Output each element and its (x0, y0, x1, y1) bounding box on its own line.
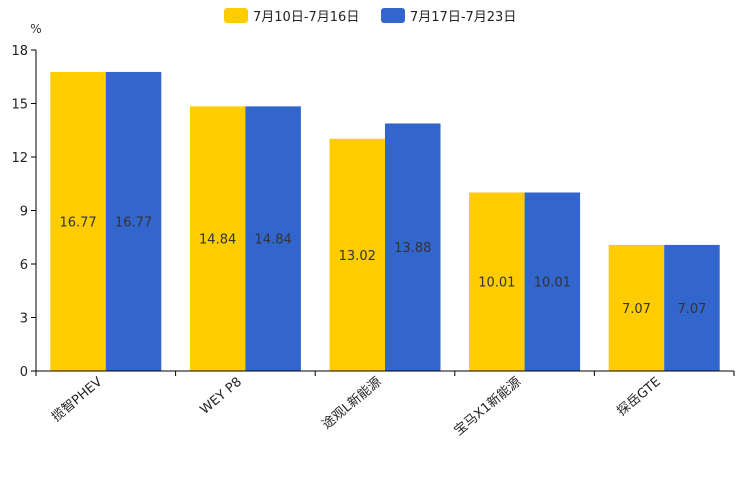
legend-label: 7月10日-7月16日 (253, 10, 359, 25)
bar (189, 106, 246, 371)
y-tick-label: 9 (20, 205, 28, 220)
bar (329, 138, 385, 371)
legend-swatch (224, 8, 248, 23)
y-tick-label: 3 (20, 312, 28, 327)
bar-value-label: 10.01 (478, 276, 515, 291)
bar-value-label: 16.77 (115, 215, 152, 230)
bar (524, 192, 581, 371)
x-tick-label: 途观L新能源 (319, 374, 385, 433)
y-tick-label: 12 (11, 151, 28, 166)
y-tick-label: 15 (11, 98, 28, 113)
y-tick-label: 0 (20, 365, 28, 380)
legend-label: 7月17日-7月23日 (410, 10, 516, 25)
bar (608, 244, 665, 371)
bars-group: 16.77 16.77 14.84 14.84 13.02 13.88 10.01 10.01… (50, 71, 720, 372)
bar-value-label: 13.02 (339, 249, 376, 264)
y-tick-label: 18 (11, 44, 28, 59)
y-tick-label: 6 (20, 258, 28, 273)
y-axis: 0 3 6 9 12 15 18 (11, 44, 37, 380)
bar-value-label: 14.84 (199, 233, 236, 248)
bar (105, 71, 162, 371)
bar (245, 106, 301, 371)
bar (385, 123, 441, 372)
x-tick-label: 探岳GTE (614, 375, 663, 420)
y-axis-unit: % (30, 22, 41, 36)
bar-value-label: 16.77 (59, 215, 96, 230)
legend-swatch (381, 8, 405, 23)
bar-value-label: 10.01 (534, 276, 571, 291)
x-tick-label: 揽智PHEV (49, 374, 106, 425)
bar-value-label: 14.84 (255, 233, 292, 248)
bar-value-label: 13.88 (394, 241, 431, 256)
bar (664, 244, 720, 371)
bar-value-label: 7.07 (622, 302, 651, 317)
bar-value-label: 7.07 (677, 302, 706, 317)
x-tick-label: WEY P8 (198, 375, 245, 418)
x-tick-label: 宝马X1新能源 (451, 374, 524, 439)
bar (469, 192, 525, 371)
legend: 7月10日-7月16日 7月17日-7月23日 (224, 8, 516, 25)
x-axis: 揽智PHEV WEY P8 途观L新能源 宝马X1新能源 探岳GTE (35, 370, 735, 439)
bar (50, 71, 106, 371)
